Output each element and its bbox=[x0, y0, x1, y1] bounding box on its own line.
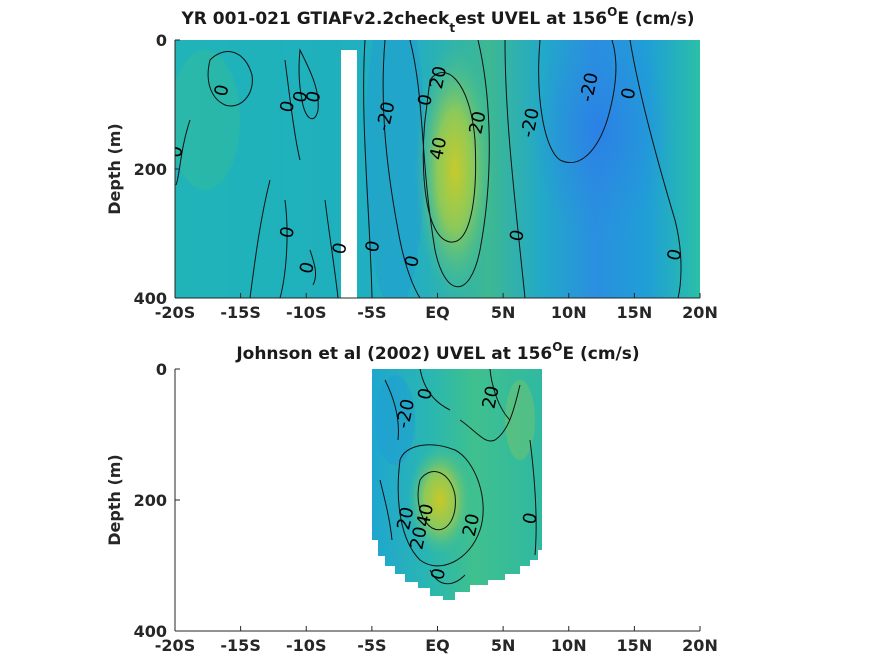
x-tick-label: 20N bbox=[682, 303, 718, 322]
contour-label: 20 bbox=[426, 64, 451, 91]
panel-model: YR 001-021 GTIAFv2.2checktest UVEL at 15… bbox=[105, 5, 718, 322]
panel-obs: Johnson et al (2002) UVEL at 156OE (cm/s… bbox=[105, 340, 718, 655]
contour-label: 20 bbox=[465, 109, 490, 136]
ylabel-obs: Depth (m) bbox=[105, 454, 124, 546]
contour-label: 0 bbox=[519, 511, 542, 527]
contour-label: 0 bbox=[289, 89, 312, 105]
y-ticks-obs: 0 200 400 bbox=[134, 360, 180, 641]
contour-label: 0 bbox=[296, 260, 319, 276]
x-ticks-model: -20S -15S -10S -5S EQ 5N 10N 15N 20N bbox=[155, 293, 718, 322]
contour-label: 0 bbox=[362, 239, 385, 255]
contour-label: 0 bbox=[211, 83, 234, 99]
contour-label: 0 bbox=[618, 86, 641, 102]
x-tick-label: -10S bbox=[286, 303, 326, 322]
contour-label: 0 bbox=[427, 566, 450, 582]
x-tick-label: 5N bbox=[491, 636, 516, 655]
x-tick-label: EQ bbox=[425, 636, 450, 655]
contour-label: 20 bbox=[459, 512, 484, 539]
contour-label: 0 bbox=[506, 228, 529, 244]
contour-label: 0 bbox=[276, 99, 299, 115]
contour-label: 0 bbox=[165, 144, 188, 160]
y-tick-label: 400 bbox=[134, 289, 167, 308]
x-tick-label: 5N bbox=[491, 303, 516, 322]
contour-label: 20 bbox=[406, 525, 431, 552]
y-ticks-model: 0 200 400 bbox=[134, 31, 180, 308]
x-tick-label: -20S bbox=[155, 303, 195, 322]
y-tick-label: 0 bbox=[156, 360, 167, 379]
x-tick-label: 20N bbox=[682, 636, 718, 655]
x-tick-label: -5S bbox=[357, 636, 386, 655]
x-tick-label: EQ bbox=[425, 303, 450, 322]
y-tick-label: 400 bbox=[134, 622, 167, 641]
contour-label: 0 bbox=[414, 92, 437, 108]
contour-label: 0 bbox=[329, 241, 352, 257]
x-tick-label: -5S bbox=[357, 303, 386, 322]
contour-label: 0 bbox=[401, 254, 424, 270]
x-ticks-obs: -20S -15S -10S -5S EQ 5N 10N 15N 20N bbox=[155, 626, 718, 655]
x-tick-label: 10N bbox=[551, 303, 587, 322]
contour-label: 0 bbox=[276, 225, 299, 241]
y-tick-label: 0 bbox=[156, 31, 167, 50]
contours-model bbox=[175, 40, 682, 298]
contours-obs bbox=[379, 369, 537, 585]
x-tick-label: 15N bbox=[617, 636, 653, 655]
x-tick-label: 10N bbox=[551, 636, 587, 655]
x-tick-label: -15S bbox=[220, 303, 260, 322]
contour-label: 0 bbox=[303, 89, 326, 105]
title-model: YR 001-021 GTIAFv2.2checktest UVEL at 15… bbox=[180, 5, 694, 35]
contour-label: 0 bbox=[663, 247, 686, 263]
x-tick-label: -20S bbox=[155, 636, 195, 655]
contour-label: 40 bbox=[413, 502, 438, 529]
ylabel-model: Depth (m) bbox=[105, 123, 124, 215]
y-tick-label: 200 bbox=[134, 491, 167, 510]
y-tick-label: 200 bbox=[134, 160, 167, 179]
x-tick-label: -10S bbox=[286, 636, 326, 655]
contour-label: 20 bbox=[393, 505, 418, 532]
contour-label: 0 bbox=[414, 386, 437, 402]
contour-label: 20 bbox=[479, 384, 504, 411]
x-tick-label: -15S bbox=[220, 636, 260, 655]
title-obs: Johnson et al (2002) UVEL at 156OE (cm/s… bbox=[235, 340, 639, 364]
contour-label: 40 bbox=[426, 135, 451, 162]
x-tick-label: 15N bbox=[617, 303, 653, 322]
